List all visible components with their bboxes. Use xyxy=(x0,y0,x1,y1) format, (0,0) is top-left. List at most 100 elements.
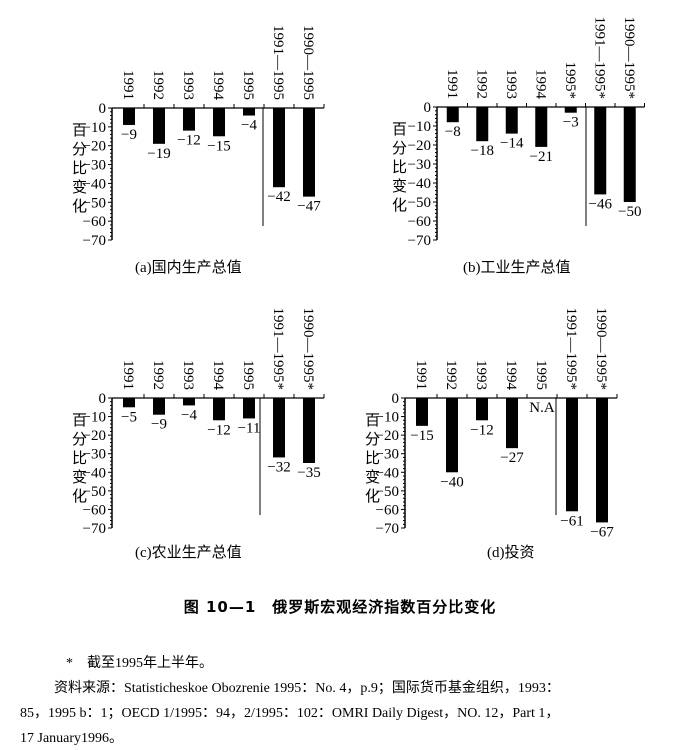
bar xyxy=(123,398,135,408)
footnote: * 截至1995年上半年。 xyxy=(66,656,213,671)
data-label: −32 xyxy=(267,459,290,475)
y-tick-label: −10 xyxy=(83,120,106,136)
bar xyxy=(243,398,255,419)
y-tick-label: 0 xyxy=(99,101,107,117)
data-label: −35 xyxy=(297,465,320,481)
y-axis-label: 百 xyxy=(392,120,407,138)
bar xyxy=(623,107,636,202)
y-tick-label: −20 xyxy=(376,428,399,444)
data-label: N.A xyxy=(529,400,555,416)
y-tick-label: 0 xyxy=(99,391,107,407)
category-label: 1994 xyxy=(503,360,519,391)
bar xyxy=(506,398,518,449)
category-label: 1990—1995* xyxy=(300,308,316,391)
bar xyxy=(566,398,578,512)
bar xyxy=(303,398,315,463)
category-label: 1992 xyxy=(150,70,166,100)
category-label: 1992 xyxy=(473,69,489,99)
y-tick-label: −40 xyxy=(83,176,106,192)
category-label: 1994 xyxy=(210,360,226,391)
y-tick-label: −20 xyxy=(408,138,431,154)
data-label: −50 xyxy=(618,204,641,220)
data-label: −47 xyxy=(297,199,321,215)
data-label: −40 xyxy=(440,474,463,490)
data-label: −42 xyxy=(267,189,290,205)
y-tick-label: −40 xyxy=(83,465,106,481)
data-label: −5 xyxy=(121,409,137,425)
bar xyxy=(476,107,489,142)
y-axis-label: 比 xyxy=(365,449,380,467)
category-label: 1992 xyxy=(443,360,459,390)
data-label: −67 xyxy=(590,524,614,540)
figure-title: 图 10—1 俄罗斯宏观经济指数百分比变化 xyxy=(183,598,497,616)
y-tick-label: −30 xyxy=(83,447,106,463)
y-tick-label: −60 xyxy=(83,214,106,230)
data-label: −14 xyxy=(500,136,524,152)
category-label: 1991—1995* xyxy=(270,308,286,391)
panel-c: 0 −10 −20 −30 −40 −50 −60 −70 百分比变化 1991 −5 1992 −9 1… xyxy=(72,308,325,537)
y-axis-label: 变 xyxy=(72,468,87,486)
panel-a: 0 −10 −20 −30 −40 −50 −60 −70 百分比变化 1991 −9 1992 −19… xyxy=(72,25,325,249)
data-label: −3 xyxy=(563,115,579,131)
caption-d: (d)投资 xyxy=(487,545,535,561)
category-label: 1995 xyxy=(240,360,256,390)
category-label: 1995* xyxy=(562,62,578,100)
source-line-2: 85，1995 b：1；OECD 1/1995：94，2/1995：102：OM… xyxy=(20,706,560,721)
y-axis-label: 百 xyxy=(72,411,87,429)
bar xyxy=(416,398,428,426)
bar xyxy=(446,107,459,123)
data-label: −21 xyxy=(530,149,553,165)
panel-d: 0 −10 −20 −30 −40 −50 −60 −70 百分比变化 1991 −15 1992 −4… xyxy=(365,308,618,540)
category-label: 1993 xyxy=(503,69,519,99)
data-label: −12 xyxy=(470,422,493,438)
data-label: −4 xyxy=(181,407,197,423)
y-tick-label: −10 xyxy=(408,119,431,135)
category-label: 1990—1995 xyxy=(300,25,316,100)
y-tick-label: −50 xyxy=(83,484,106,500)
bar xyxy=(594,107,607,195)
category-label: 1991 xyxy=(444,69,460,99)
y-axis-label: 变 xyxy=(392,177,407,195)
bar xyxy=(596,398,608,523)
data-label: −27 xyxy=(500,450,524,466)
bar xyxy=(564,107,577,113)
y-axis-label: 化 xyxy=(72,197,87,215)
category-label: 1994 xyxy=(210,70,226,101)
y-axis-label: 比 xyxy=(72,159,87,177)
y-tick-label: −60 xyxy=(408,214,431,230)
bar xyxy=(303,108,315,197)
bar xyxy=(535,107,548,147)
y-axis-label: 分 xyxy=(72,140,87,158)
bar xyxy=(183,108,195,131)
data-label: −18 xyxy=(471,143,494,159)
y-tick-label: −50 xyxy=(83,195,106,211)
y-tick-label: −70 xyxy=(83,233,106,249)
data-label: −15 xyxy=(207,138,230,154)
y-axis-label: 变 xyxy=(72,178,87,196)
y-tick-label: −60 xyxy=(83,502,106,518)
y-axis-label: 变 xyxy=(365,468,380,486)
category-label: 1991 xyxy=(120,70,136,100)
category-label: 1992 xyxy=(150,360,166,390)
y-axis-label: 化 xyxy=(72,487,87,505)
data-label: −46 xyxy=(589,196,613,212)
bar xyxy=(446,398,458,473)
y-tick-label: −20 xyxy=(83,139,106,155)
y-tick-label: −10 xyxy=(376,410,399,426)
y-axis-label: 比 xyxy=(72,449,87,467)
data-label: −4 xyxy=(241,118,257,134)
data-label: −9 xyxy=(121,127,137,143)
category-label: 1995 xyxy=(240,70,256,100)
y-tick-label: −30 xyxy=(83,158,106,174)
bar xyxy=(213,398,225,421)
category-label: 1994 xyxy=(532,69,548,100)
data-label: −8 xyxy=(445,124,461,140)
y-tick-label: −10 xyxy=(83,410,106,426)
y-tick-label: −60 xyxy=(376,502,399,518)
y-tick-label: −40 xyxy=(408,176,431,192)
data-label: −19 xyxy=(147,146,170,162)
y-tick-label: −20 xyxy=(83,428,106,444)
y-axis-label: 百 xyxy=(72,121,87,139)
